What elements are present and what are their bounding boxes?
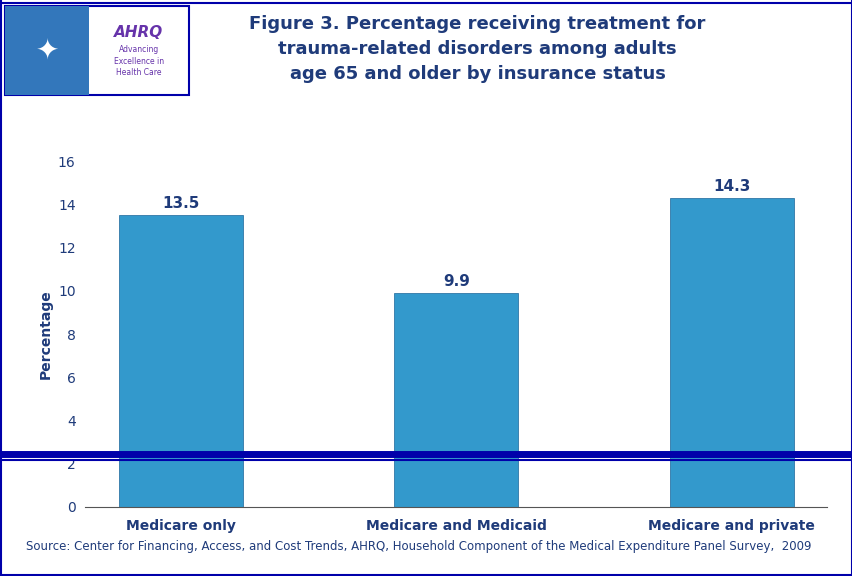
Text: 13.5: 13.5 bbox=[162, 196, 199, 211]
Text: Source: Center for Financing, Access, and Cost Trends, AHRQ, Household Component: Source: Center for Financing, Access, an… bbox=[26, 540, 810, 553]
Text: ✦: ✦ bbox=[36, 36, 59, 65]
Bar bbox=[394, 293, 518, 507]
Text: Advancing
Excellence in
Health Care: Advancing Excellence in Health Care bbox=[114, 45, 164, 77]
Bar bbox=[669, 198, 792, 507]
Y-axis label: Percentage: Percentage bbox=[38, 289, 52, 379]
Text: 14.3: 14.3 bbox=[712, 179, 750, 194]
Text: AHRQ: AHRQ bbox=[114, 25, 164, 40]
Bar bbox=[119, 215, 243, 507]
Text: 9.9: 9.9 bbox=[442, 274, 469, 289]
Text: Figure 3. Percentage receiving treatment for
trauma-related disorders among adul: Figure 3. Percentage receiving treatment… bbox=[249, 15, 705, 83]
